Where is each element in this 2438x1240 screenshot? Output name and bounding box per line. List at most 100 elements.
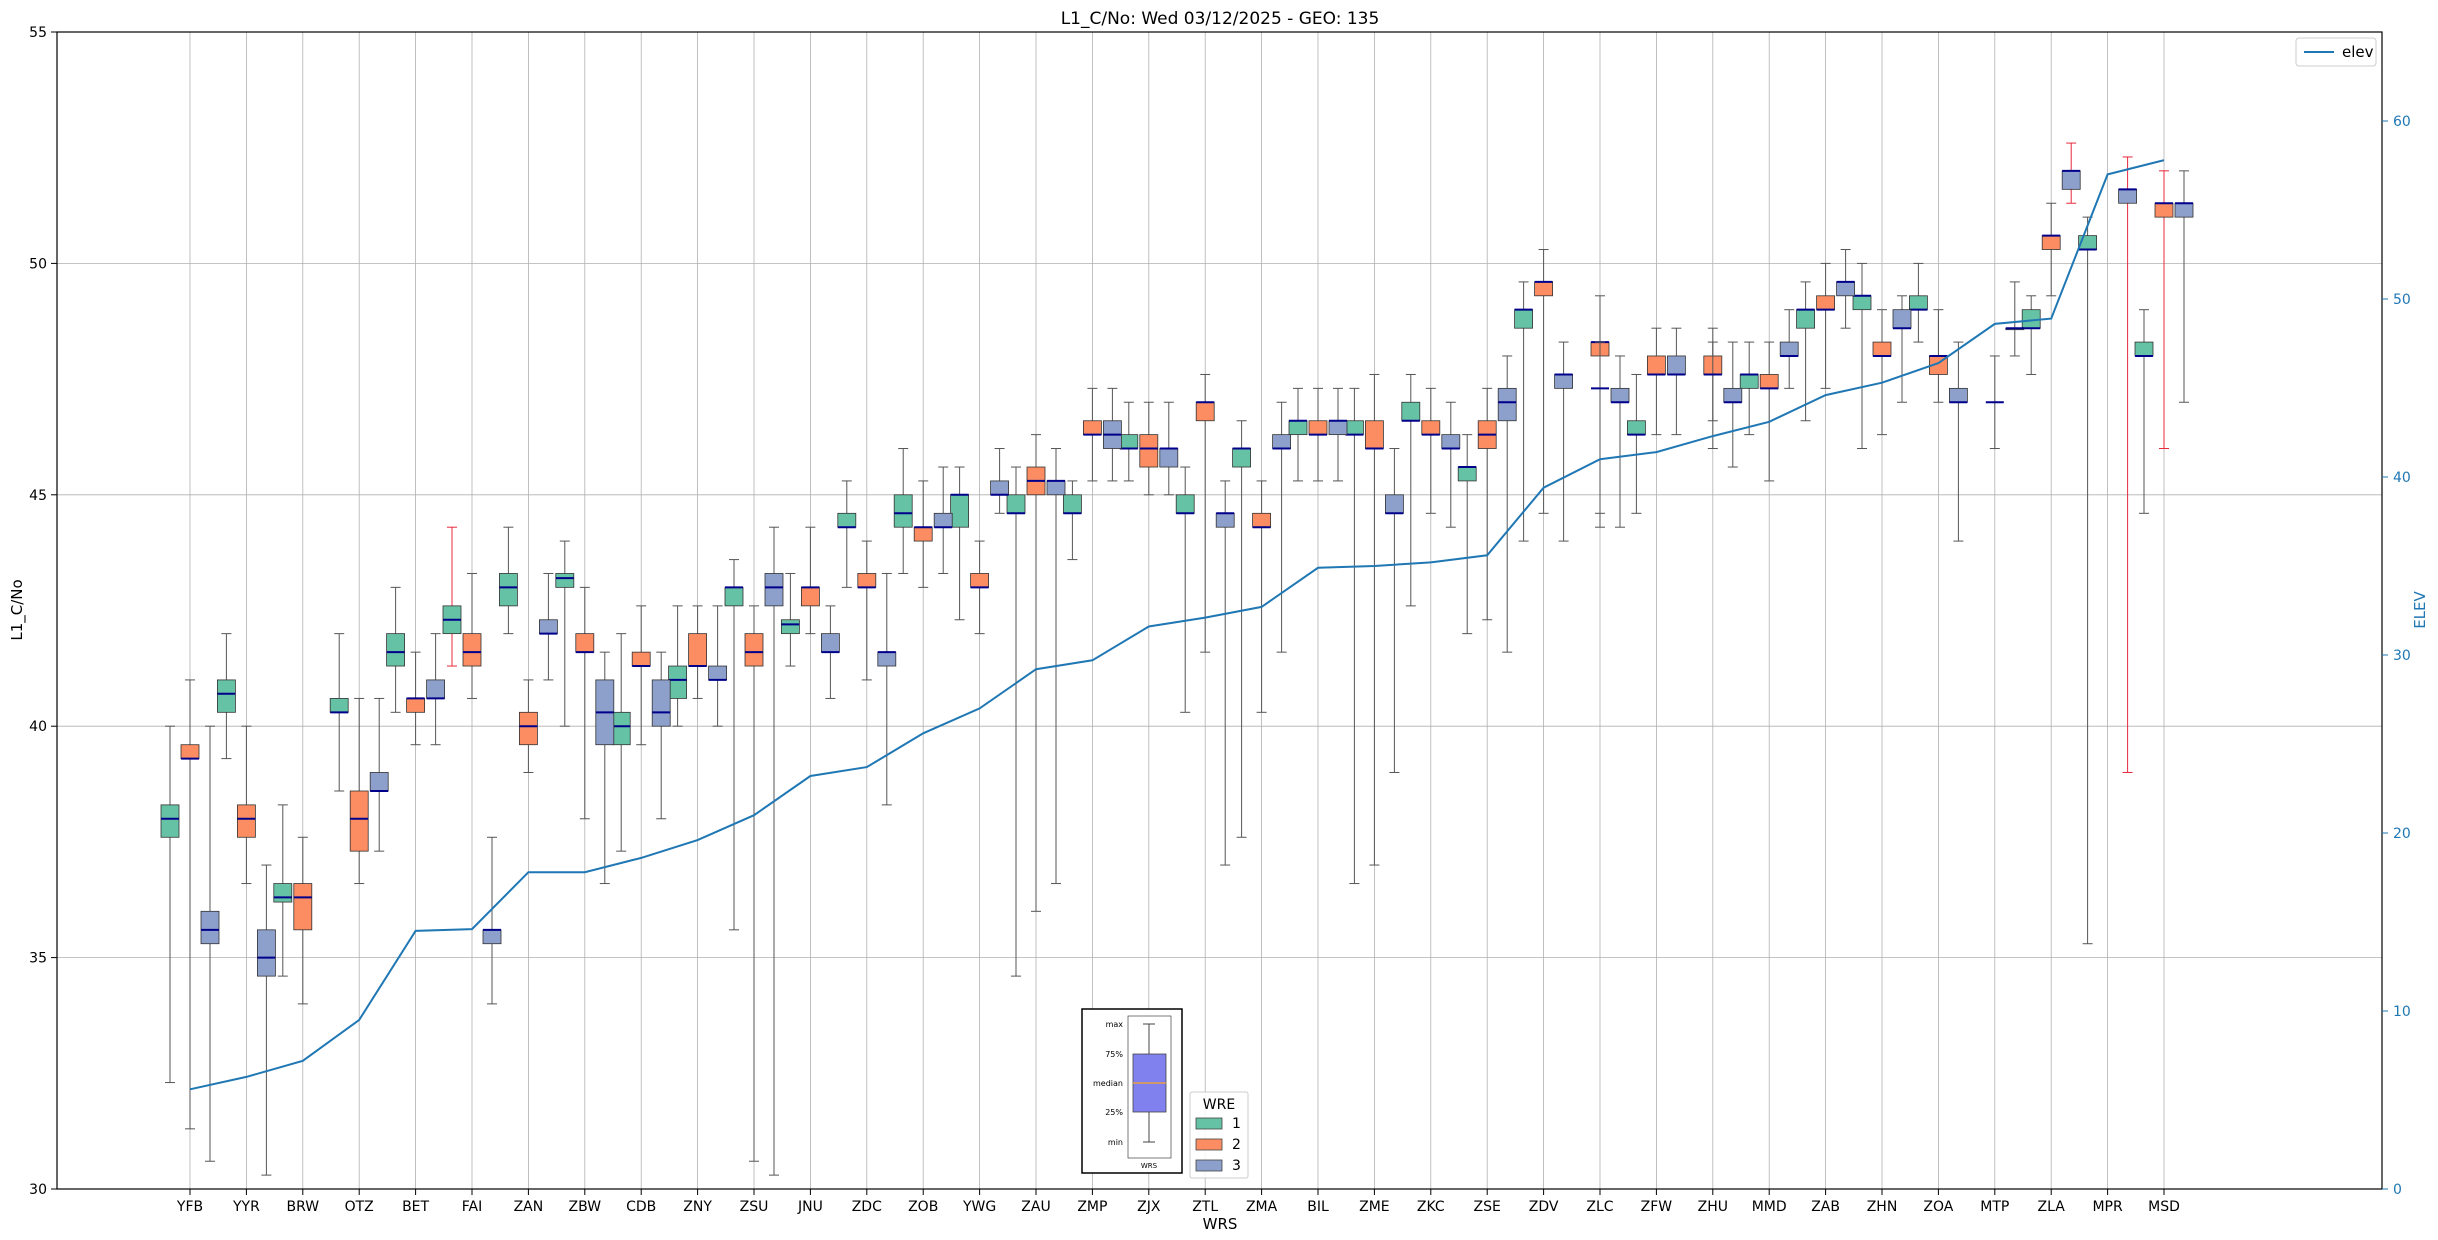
box-wre2-CDB [631,651,651,667]
box-wre3-ZDV [1554,374,1573,389]
box-wre3-BET [426,679,446,699]
xtick-label-ZBW: ZBW [569,1199,602,1215]
xtick-label-ZOB: ZOB [908,1199,938,1215]
box-wre1-ZAU [1006,494,1026,514]
wre-legend-label-2: 2 [1232,1137,1241,1153]
x-axis-label: WRS [1203,1215,1238,1233]
box-wre2-BRW [293,883,313,931]
xtick-label-FAI: FAI [462,1199,482,1215]
xtick-label-ZDC: ZDC [852,1199,882,1215]
wre-legend: WRE 1 2 3 [1189,1091,1249,1179]
box-wre3-ZHU [1723,387,1743,403]
box-wre1-ZMP [1063,494,1082,514]
box-wre1-ZAB [1796,309,1815,329]
box-wre2-ZFW [1647,355,1666,375]
xtick-label-ZHN: ZHN [1867,1199,1898,1215]
ytick-right-label-50: 50 [2393,292,2411,308]
box-wre1-ZOA [1909,295,1928,311]
box-wre3-YFB [200,910,220,945]
box-wre1-MMD [1739,374,1759,389]
box-wre2-ZTL [1195,401,1215,422]
box-wre3-ZAN [539,619,558,635]
key-label-min: min [1108,1138,1123,1147]
chart-title: L1_C/No: Wed 03/12/2025 - GEO: 135 [1061,9,1380,29]
box-wre3-MPR [2118,188,2138,204]
xtick-label-ZNY: ZNY [683,1199,712,1215]
box-wre2-OTZ [349,790,369,852]
key-label-max: max [1106,1020,1124,1029]
box-wre1-ZAN [498,573,518,607]
box-wre2-ZOB [913,526,933,542]
box-wre3-JNU [821,633,840,653]
box-wre3-ZLA [2061,170,2081,190]
box-wre1-JNU [781,619,800,635]
xtick-label-ZMA: ZMA [1246,1199,1278,1215]
box-wre1-ZJX [1119,434,1139,449]
box-wre1-ZSE [1457,466,1477,482]
box-wre2-ZHN [1872,341,1892,357]
xtick-label-BRW: BRW [286,1199,319,1215]
box-wre1-ZNY [668,665,687,699]
box-wre3-ZHN [1892,309,1912,329]
box-wre3-ZNY [708,665,727,681]
box-wre3-MSD [2174,202,2194,218]
xtick-label-YFB: YFB [176,1199,203,1215]
box-wre3-ZOA [1949,387,1968,403]
wre-legend-swatch-1 [1195,1117,1223,1130]
box-wre1-ZBW [555,573,575,588]
box-wre2-YWG [970,573,989,588]
xtick-label-BET: BET [402,1199,429,1215]
box-wre2-FAI [462,633,482,667]
box-wre3-ZKC [1441,434,1461,449]
key-xlabel: WRS [1141,1162,1158,1170]
box-wre3-MMD [1779,341,1799,357]
ytick-label-55: 55 [29,25,47,41]
wre-legend-label-3: 3 [1232,1158,1241,1174]
box-wre3-ZTL [1215,512,1235,528]
xtick-label-ZSE: ZSE [1474,1199,1501,1215]
box-wre2-ZSU [744,633,764,667]
elev-legend: elev [2295,37,2377,67]
box-wre2-ZBW [575,633,595,653]
xtick-label-JNU: JNU [797,1199,823,1215]
xtick-label-ZLA: ZLA [2038,1199,2066,1215]
box-wre1-YYR [216,679,236,713]
box-wre2-YYR [236,804,256,838]
ytick-label-35: 35 [29,951,47,967]
box-wre1-ZTL [1175,494,1195,514]
box-wre2-ZAB [1816,295,1835,311]
box-wre1-CDB [611,711,631,746]
ytick-right-label-30: 30 [2393,648,2411,664]
wre-legend-title: WRE [1203,1097,1235,1113]
xtick-label-ZKC: ZKC [1417,1199,1445,1215]
box-wre2-ZMP [1083,420,1102,436]
wre-legend-label-1: 1 [1232,1116,1241,1132]
xtick-label-MPR: MPR [2092,1199,2123,1215]
x-axis: YFB YYR BRW OTZ BET FAI ZAN ZBW CDB ZNY ZSU JNU ZDC Z… [176,1189,2180,1215]
box-wre1-OTZ [329,698,349,713]
box-wre1-ZSU [724,586,744,607]
box-wre2-ZKC [1421,420,1441,436]
box-wre2-ZDV [1534,281,1553,297]
xtick-label-ZFW: ZFW [1641,1199,1673,1215]
box-wre2-BET [406,698,426,713]
ytick-label-50: 50 [29,256,47,272]
box-wre3-ZSU [764,573,784,607]
ytick-label-30: 30 [29,1182,47,1198]
box-wre3-YWG [990,480,1009,496]
box-wre3-CDB [651,679,671,727]
box-wre3-ZAB [1836,281,1855,297]
key-label-q1: 25% [1105,1108,1123,1117]
xtick-label-BIL: BIL [1307,1199,1329,1215]
box-wre2-ZNY [688,633,707,667]
box-wre2-JNU [801,586,820,607]
box-wre1-ZDV [1514,309,1533,329]
box-wre1-ZMA [1232,448,1251,468]
box-wre2-BIL [1308,420,1328,436]
xtick-label-MSD: MSD [2148,1199,2180,1215]
box-wre3-ZOB [933,512,953,528]
box-wre1-BRW [273,883,293,903]
xtick-label-MTP: MTP [1980,1199,2009,1215]
box-wre1-ZOB [893,494,913,528]
